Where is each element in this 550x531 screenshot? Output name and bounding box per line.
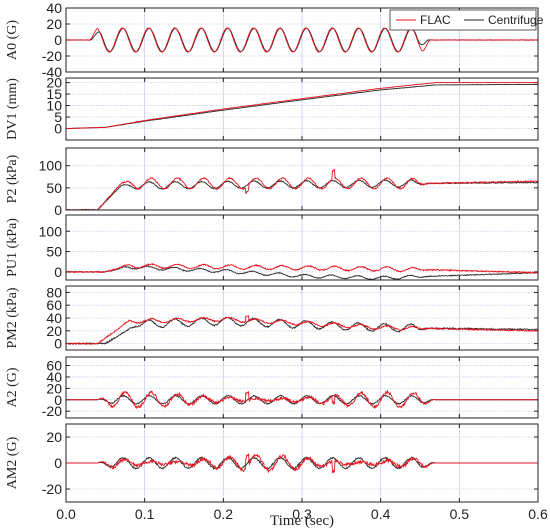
panel-frame [65, 77, 539, 141]
x-tick-label: 0.6 [528, 506, 548, 522]
x-tick-label: 0.5 [450, 506, 470, 522]
y-tick-label: 0 [54, 264, 62, 280]
y-tick-label: 20 [46, 429, 62, 445]
y-axis-label: DV1 (mm) [5, 78, 20, 140]
y-tick-label: 0 [54, 392, 62, 408]
y-tick-label: -40 [42, 64, 62, 80]
y-tick-label: 100 [39, 158, 63, 174]
y-axis-label: PM2 (kPa) [5, 287, 20, 348]
y-tick-label: 20 [46, 380, 62, 396]
y-tick-label: 20 [46, 323, 62, 339]
y-tick-label: 0 [54, 202, 62, 218]
y-tick-label: 15 [46, 86, 62, 102]
legend-label-centrifuge: Centrifuge [488, 13, 544, 27]
y-tick-label: 40 [46, 369, 62, 385]
y-axis-label: P2 (kPa) [5, 154, 20, 203]
x-tick-label: 0.3 [292, 506, 312, 522]
y-tick-label: 0 [54, 121, 62, 137]
y-tick-label: 60 [46, 358, 62, 374]
x-tick-label: 0.0 [56, 506, 76, 522]
legend-label-flac: FLAC [420, 13, 451, 27]
panel-frame [65, 214, 539, 281]
y-tick-label: 0 [54, 32, 62, 48]
y-axis-label: AM2 (G) [5, 436, 20, 489]
y-tick-label: 80 [46, 284, 62, 300]
panel-frame [65, 147, 539, 211]
y-tick-label: 100 [39, 223, 63, 239]
x-tick-label: 0.1 [135, 506, 155, 522]
y-tick-label: 0 [54, 336, 62, 352]
panel-frame [65, 423, 539, 503]
y-tick-label: -20 [42, 481, 62, 497]
y-tick-label: 20 [46, 16, 62, 32]
y-tick-label: 40 [46, 310, 62, 326]
y-axis-label: A2 (G) [5, 367, 20, 407]
y-axis-label: PU1 (kPa) [5, 218, 20, 277]
y-tick-label: 20 [46, 75, 62, 91]
series-line-flac [65, 315, 539, 346]
x-tick-label: 0.2 [214, 506, 234, 522]
y-tick-label: 40 [46, 0, 62, 16]
y-tick-label: -20 [42, 403, 62, 419]
y-tick-label: 0 [54, 455, 62, 471]
y-tick-label: 10 [46, 98, 62, 114]
series-line-centrifuge [65, 316, 539, 345]
series-line-flac [65, 262, 539, 274]
x-axis-label: Time (sec) [270, 513, 334, 529]
y-tick-label: 50 [46, 244, 62, 260]
series-line-flac [65, 81, 539, 130]
legend-box [389, 9, 537, 31]
series-line-flac [66, 168, 539, 211]
series-line-centrifuge [65, 83, 539, 130]
panel-frame [65, 285, 539, 351]
series-line-flac [66, 453, 538, 474]
panel-frame [65, 7, 539, 73]
series-line-centrifuge [65, 265, 539, 281]
y-axis-label: A0 (G) [5, 20, 20, 60]
y-tick-label: 60 [46, 297, 62, 313]
series-line-flac [66, 389, 538, 410]
y-tick-label: 5 [54, 109, 62, 125]
y-tick-label: -20 [42, 48, 62, 64]
series-line-flac [65, 27, 539, 53]
x-tick-label: 0.4 [371, 506, 391, 522]
panel-frame [65, 356, 539, 419]
y-tick-label: 50 [46, 180, 62, 196]
